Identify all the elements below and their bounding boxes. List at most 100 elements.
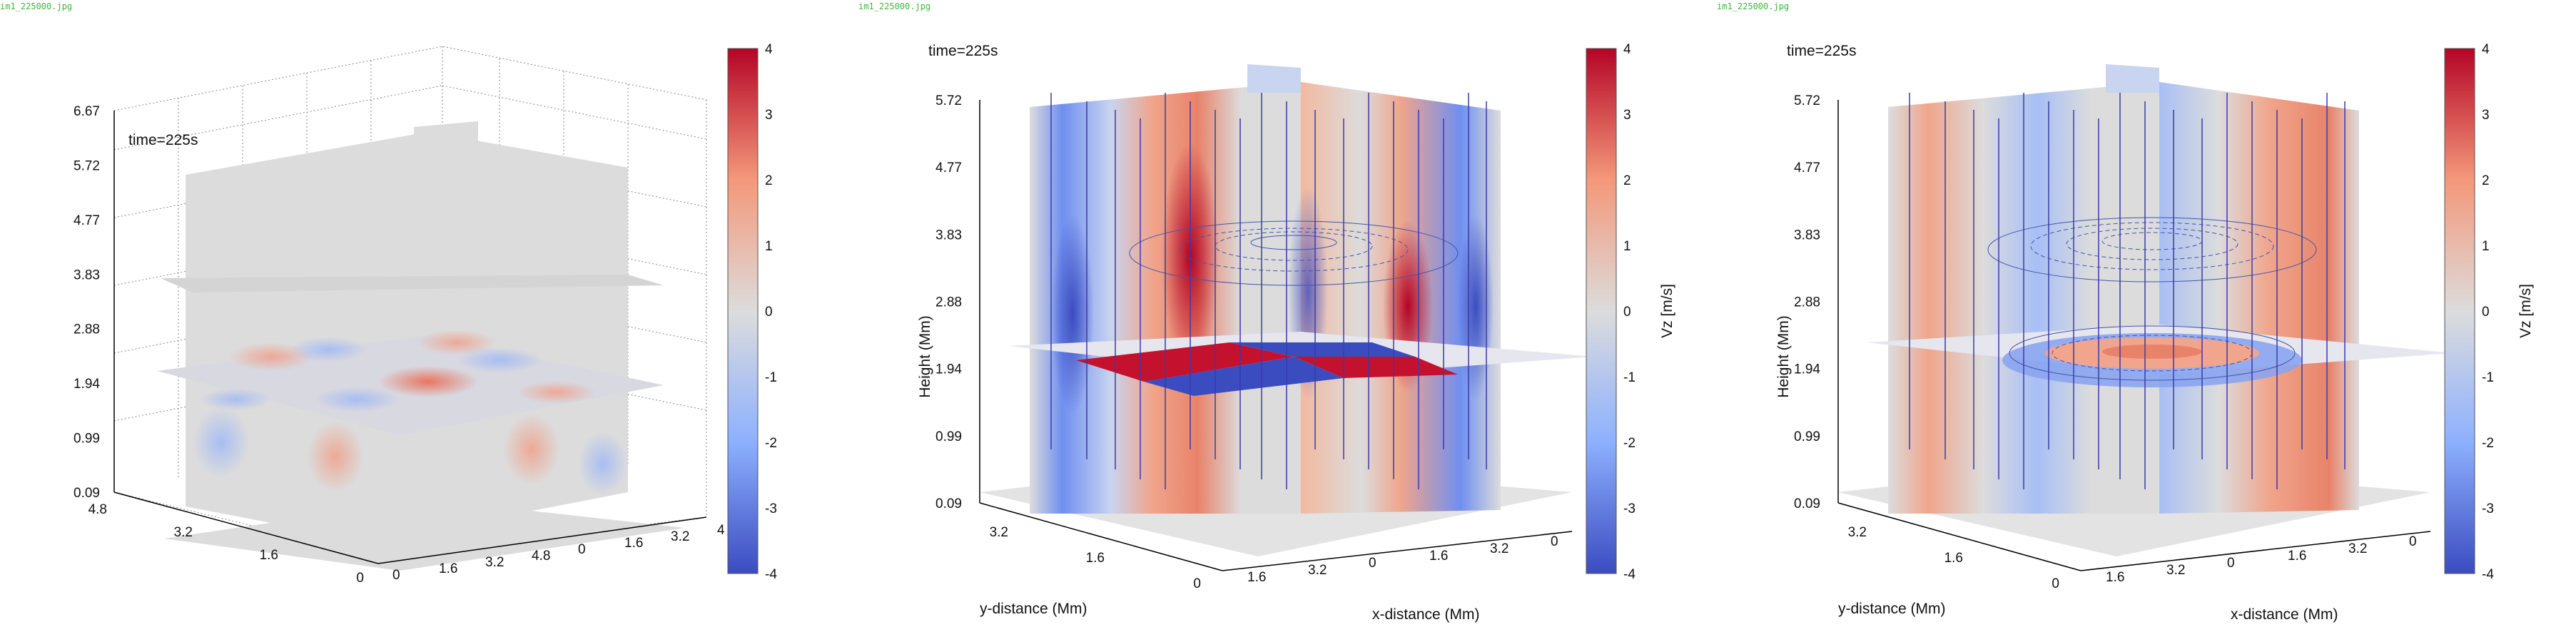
z-tick-label: 0.99 xyxy=(935,429,962,444)
top-ridge xyxy=(2106,64,2159,93)
time-text: time=225s xyxy=(128,132,198,148)
colorbar-tick-label: -2 xyxy=(1623,436,1636,451)
wall-right xyxy=(2159,82,2359,514)
z-tick-label: 0.09 xyxy=(935,496,962,511)
colorbar-tick-label: 3 xyxy=(2482,108,2490,123)
field-lines xyxy=(1909,93,2346,489)
z-tick-label: 4.77 xyxy=(935,160,962,175)
z-tick-label: 1.94 xyxy=(1794,362,1820,377)
colorbar-tick-label: -1 xyxy=(1623,370,1636,385)
z-tick-label: 3.83 xyxy=(1794,228,1820,243)
colorbar-tick-labels: 4 3 2 1 0 -1 -2 -3 -4 xyxy=(1623,42,1636,582)
x-axis-label: x-distance (Mm) xyxy=(1372,606,1480,623)
colorbar-tick-label: -3 xyxy=(1623,501,1636,516)
colorbar-label: Vz [m/s] xyxy=(2517,284,2534,338)
colorbar-tick-label: -4 xyxy=(1623,567,1636,582)
colorbar-tick-label: 0 xyxy=(2482,305,2490,320)
top-ridge xyxy=(1247,64,1301,93)
colorbar xyxy=(727,48,759,574)
colorbar-tick-label: 2 xyxy=(2482,173,2490,188)
z-tick-label: 2.88 xyxy=(935,295,962,310)
panel-3-plot: time=225s Height (Mm) y-distance (Mm) x-… xyxy=(1775,42,2534,623)
x-tick-label: 3.2 xyxy=(485,555,504,570)
x-tick-label: 1.6 xyxy=(1429,549,1448,564)
x-tick-label: 4 xyxy=(717,523,725,538)
panel-1: im1_225000.jpg xyxy=(0,0,858,642)
z-tick-labels: 5.72 4.77 3.83 2.88 1.94 0.99 0.09 xyxy=(1794,93,1820,511)
file-label: im1_225000.jpg xyxy=(0,1,73,11)
z-tick-label: 3.83 xyxy=(935,228,962,243)
z-tick-label: 5.72 xyxy=(73,158,100,173)
z-tick-label: 0.09 xyxy=(1794,496,1820,511)
z-tick-label: 6.67 xyxy=(73,104,100,119)
x-tick-label: 0 xyxy=(1369,556,1376,571)
colorbar-tick-labels: 4 3 2 1 0 -1 -2 -3 -4 xyxy=(2482,42,2494,582)
file-label: im1_225000.jpg xyxy=(858,1,931,11)
panel-1-plot: time=225s 6.67 5.72 4.77 3.83 2.88 1.94 0.99 0.… xyxy=(73,42,777,586)
y-tick-label: 1.6 xyxy=(1944,551,1963,566)
velocity-blobs xyxy=(193,330,628,496)
y-tick-label: 1.6 xyxy=(1086,551,1105,566)
y-tick-labels: 4.8 3.2 1.6 0 xyxy=(88,502,364,586)
x-tick-label: 1.6 xyxy=(1247,570,1266,585)
x-tick-label: 0 xyxy=(2227,556,2235,571)
x-tick-label: 0 xyxy=(2409,534,2417,549)
x-tick-label: 0 xyxy=(578,542,586,557)
x-axis-label: x-distance (Mm) xyxy=(2231,606,2338,623)
colorbar xyxy=(1586,48,1617,574)
z-tick-labels: 6.67 5.72 4.77 3.83 2.88 1.94 0.99 0.09 xyxy=(73,104,100,501)
x-tick-label: 0 xyxy=(1551,534,1558,549)
z-tick-label: 2.88 xyxy=(1794,295,1820,310)
z-tick-label: 5.72 xyxy=(935,93,962,108)
colorbar-tick-label: 4 xyxy=(1623,42,1631,57)
z-axis-label: Height (Mm) xyxy=(917,315,933,398)
panel-2-plot: time=225s Height (Mm) y-distance (Mm) x-… xyxy=(917,42,1675,623)
z-tick-label: 5.72 xyxy=(1794,93,1820,108)
colorbar-tick-label: 4 xyxy=(765,42,773,57)
x-tick-label: 0 xyxy=(392,568,400,583)
colorbar-tick-label: -4 xyxy=(765,567,777,582)
colorbar-tick-label: -2 xyxy=(765,436,777,451)
axes xyxy=(1837,100,2431,571)
colorbar-tick-label: -3 xyxy=(2482,501,2494,516)
panel-2: im1_225000.jpg xyxy=(858,0,1717,642)
colorbar-tick-labels: 4 3 2 1 0 -1 -2 -3 -4 xyxy=(765,42,777,582)
x-tick-label: 3.2 xyxy=(1490,541,1508,556)
z-tick-label: 1.94 xyxy=(73,377,100,392)
x-tick-label: 4.8 xyxy=(532,549,550,564)
z-tick-label: 3.83 xyxy=(73,268,100,282)
y-tick-label: 3.2 xyxy=(990,525,1008,540)
colorbar-tick-label: -1 xyxy=(765,370,777,385)
y-tick-labels: 3.2 1.6 0 xyxy=(990,525,1201,591)
colorbar xyxy=(2444,48,2475,574)
z-tick-label: 2.88 xyxy=(73,322,100,337)
colorbar-tick-label: 0 xyxy=(1623,305,1631,320)
y-tick-label: 1.6 xyxy=(260,548,278,563)
y-tick-label: 4.8 xyxy=(88,502,107,517)
z-tick-label: 4.77 xyxy=(1794,160,1820,175)
x-tick-labels: 1.6 3.2 0 1.6 3.2 0 xyxy=(2106,534,2417,585)
colorbar-tick-label: -4 xyxy=(2482,567,2494,582)
x-tick-label: 1.6 xyxy=(2106,570,2124,585)
y-axis-label: y-distance (Mm) xyxy=(980,601,1087,617)
panel-3: im1_225000.jpg xyxy=(1717,0,2575,642)
colorbar-tick-label: 3 xyxy=(765,108,773,123)
colorbar-tick-label: 2 xyxy=(1623,173,1631,188)
axes xyxy=(979,100,1573,571)
x-tick-labels: 0 1.6 3.2 4.8 0 1.6 3.2 4 xyxy=(392,523,725,583)
colorbar-tick-label: 3 xyxy=(1623,108,1631,123)
x-tick-label: 3.2 xyxy=(2166,563,2185,578)
colorbar-label: Vz [m/s] xyxy=(1659,284,1675,338)
x-tick-label: 3.2 xyxy=(2348,541,2367,556)
colorbar-tick-label: -1 xyxy=(2482,370,2494,385)
colorbar-tick-label: 1 xyxy=(1623,239,1631,254)
z-axis-label: Height (Mm) xyxy=(1775,315,1792,398)
colorbar-tick-label: -3 xyxy=(765,501,777,516)
x-tick-label: 3.2 xyxy=(1308,563,1327,578)
colorbar-tick-label: 1 xyxy=(2482,239,2490,254)
y-tick-labels: 3.2 1.6 0 xyxy=(1848,525,2059,591)
x-tick-label: 1.6 xyxy=(2288,549,2306,564)
z-tick-label: 0.99 xyxy=(1794,429,1820,444)
colorbar-tick-label: 2 xyxy=(765,173,773,188)
y-tick-label: 0 xyxy=(356,571,364,586)
